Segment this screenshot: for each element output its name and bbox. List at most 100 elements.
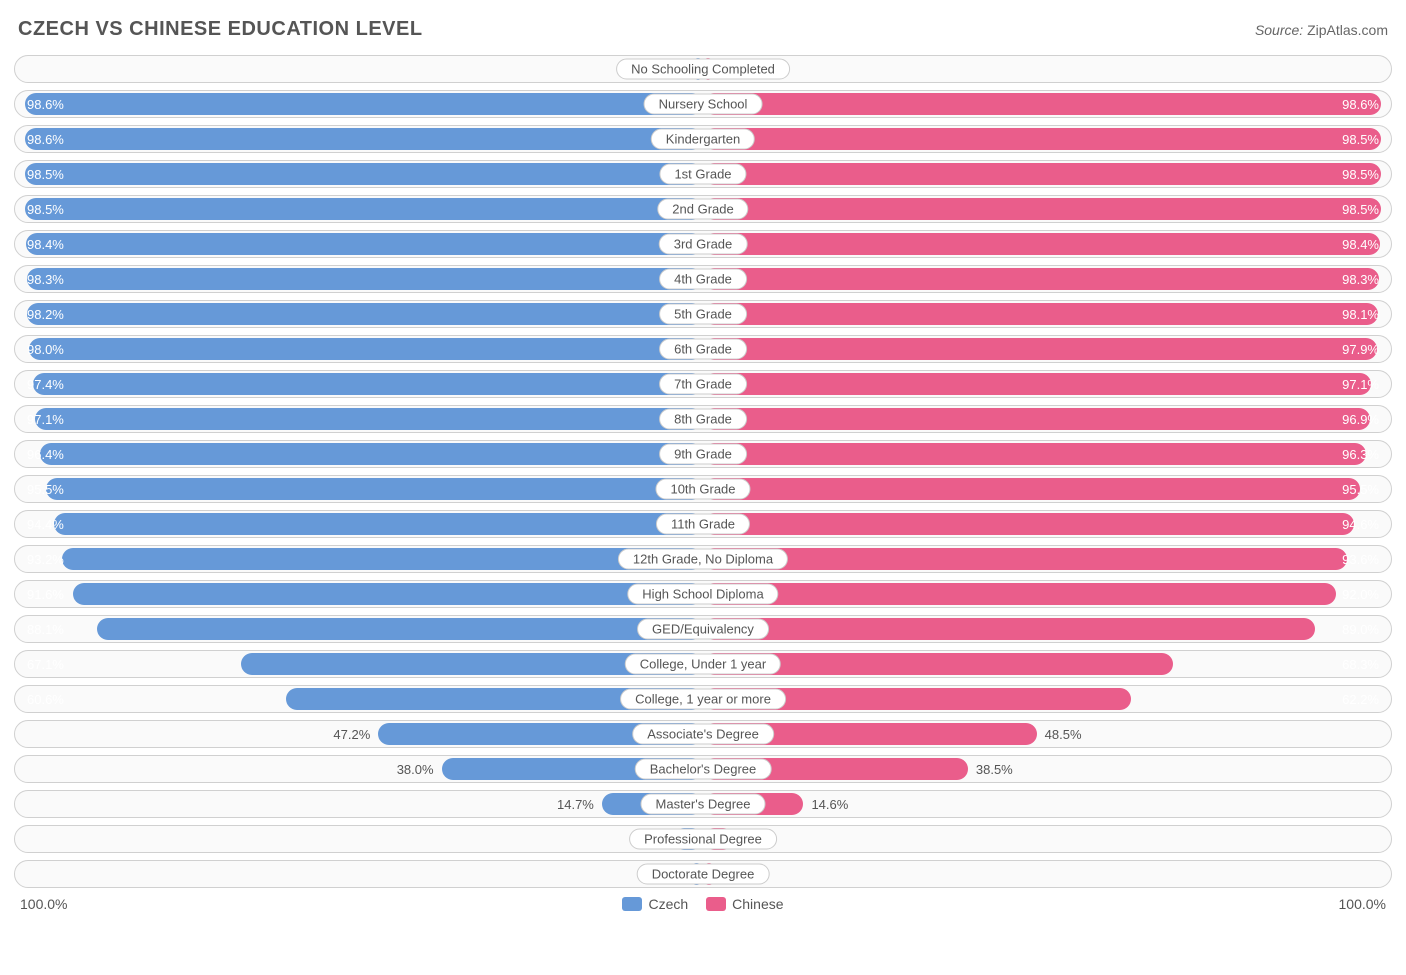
bar-half-right: 48.5% [703, 721, 1391, 747]
category-label: 2nd Grade [657, 199, 748, 220]
category-label: 5th Grade [659, 304, 747, 325]
bar-half-right: 14.6% [703, 791, 1391, 817]
bar-half-left: 88.1% [15, 616, 703, 642]
value-left: 67.1% [15, 651, 76, 677]
chart-row: 97.1%96.9%8th Grade [14, 405, 1392, 433]
bar-half-right: 89.0% [703, 616, 1391, 642]
value-left: 38.0% [389, 756, 442, 782]
bar-half-left: 98.4% [15, 231, 703, 257]
category-label: Bachelor's Degree [635, 759, 772, 780]
bar-half-left: 38.0% [15, 756, 703, 782]
value-right: 98.6% [1330, 91, 1391, 117]
bar-half-right: 96.3% [703, 441, 1391, 467]
bar-left [29, 338, 703, 360]
chart-title: CZECH VS CHINESE EDUCATION LEVEL [18, 18, 423, 41]
bar-half-right: 1.8% [703, 861, 1391, 887]
legend-swatch-czech [622, 897, 642, 911]
category-label: Doctorate Degree [637, 864, 770, 885]
bar-right [703, 583, 1336, 605]
legend-label-chinese: Chinese [732, 896, 783, 912]
chart-header: CZECH VS CHINESE EDUCATION LEVEL Source:… [14, 18, 1392, 41]
category-label: College, 1 year or more [620, 689, 786, 710]
value-left: 98.4% [15, 231, 76, 257]
bar-half-left: 98.5% [15, 196, 703, 222]
bar-right [703, 443, 1366, 465]
value-right: 96.3% [1330, 441, 1391, 467]
value-right: 98.5% [1330, 161, 1391, 187]
category-label: High School Diploma [627, 584, 778, 605]
bar-half-left: 1.5% [15, 56, 703, 82]
value-right: 38.5% [968, 756, 1021, 782]
bar-left [97, 618, 703, 640]
bar-half-right: 98.3% [703, 266, 1391, 292]
value-left: 94.4% [15, 511, 76, 537]
bar-left [62, 548, 703, 570]
bar-half-right: 98.5% [703, 196, 1391, 222]
bar-right [703, 338, 1377, 360]
chart-row: 98.2% 98.1% 5th Grade [14, 300, 1392, 328]
bar-right [703, 268, 1379, 290]
bar-half-left: 95.5% [15, 476, 703, 502]
value-right: 62.2% [1330, 686, 1391, 712]
chart-row: 60.6%62.2%College, 1 year or more [14, 685, 1392, 713]
source-value: ZipAtlas.com [1307, 22, 1388, 38]
bar-half-right: 97.1% [703, 371, 1391, 397]
chart-row: 93.2%93.6%12th Grade, No Diploma [14, 545, 1392, 573]
value-right: 96.9% [1330, 406, 1391, 432]
bar-right [703, 93, 1381, 115]
category-label: 11th Grade [656, 514, 750, 535]
bar-half-left: 98.2% [15, 301, 703, 327]
axis-right-end: 100.0% [1339, 896, 1386, 912]
chart-source: Source: ZipAtlas.com [1255, 22, 1388, 38]
bar-half-left: 97.4% [15, 371, 703, 397]
bar-left [40, 443, 703, 465]
bar-half-left: 91.6% [15, 581, 703, 607]
bar-right [703, 618, 1315, 640]
bar-right [703, 303, 1378, 325]
chart-row: 98.5%98.5%1st Grade [14, 160, 1392, 188]
chart-row: 98.4%98.4%3rd Grade [14, 230, 1392, 258]
category-label: 1st Grade [659, 164, 746, 185]
chart-row: 98.0%97.9%6th Grade [14, 335, 1392, 363]
chart-row: 98.5%98.5%2nd Grade [14, 195, 1392, 223]
bar-left [25, 128, 703, 150]
category-label: 4th Grade [659, 269, 747, 290]
bar-right [703, 233, 1380, 255]
value-left: 98.6% [15, 91, 76, 117]
bar-half-left: 14.7% [15, 791, 703, 817]
value-right: 97.1% [1330, 371, 1391, 397]
chart-row: 88.1% 89.0%GED/Equivalency [14, 615, 1392, 643]
value-right: 98.1% [1330, 301, 1391, 327]
chart-row: 98.3%98.3%4th Grade [14, 265, 1392, 293]
value-left: 97.4% [15, 371, 76, 397]
source-label: Source: [1255, 22, 1303, 38]
value-right: 98.3% [1330, 266, 1391, 292]
value-right: 68.3% [1330, 651, 1391, 677]
bar-half-right: 96.9% [703, 406, 1391, 432]
chart-row: 98.6%98.5%Kindergarten [14, 125, 1392, 153]
bar-left [25, 198, 703, 220]
bar-half-left: 67.1% [15, 651, 703, 677]
category-label: Master's Degree [641, 794, 766, 815]
bar-left [54, 513, 703, 535]
bar-right [703, 478, 1360, 500]
value-right: 98.5% [1330, 126, 1391, 152]
category-label: 10th Grade [655, 479, 750, 500]
chart-row: 38.0% 38.5% Bachelor's Degree [14, 755, 1392, 783]
value-left: 91.6% [15, 581, 76, 607]
value-left: 96.4% [15, 441, 76, 467]
category-label: 12th Grade, No Diploma [618, 549, 788, 570]
category-label: GED/Equivalency [637, 619, 769, 640]
bar-half-right: 95.5% [703, 476, 1391, 502]
chart-row: 95.5%95.5%10th Grade [14, 475, 1392, 503]
bar-left [25, 93, 703, 115]
category-label: 9th Grade [659, 444, 747, 465]
value-left: 88.1% [15, 616, 76, 642]
bar-left [27, 303, 703, 325]
value-right: 14.6% [803, 791, 856, 817]
bar-right [703, 548, 1347, 570]
category-label: Nursery School [644, 94, 763, 115]
bar-left [27, 268, 703, 290]
category-label: 8th Grade [659, 409, 747, 430]
bar-half-right: 98.4% [703, 231, 1391, 257]
